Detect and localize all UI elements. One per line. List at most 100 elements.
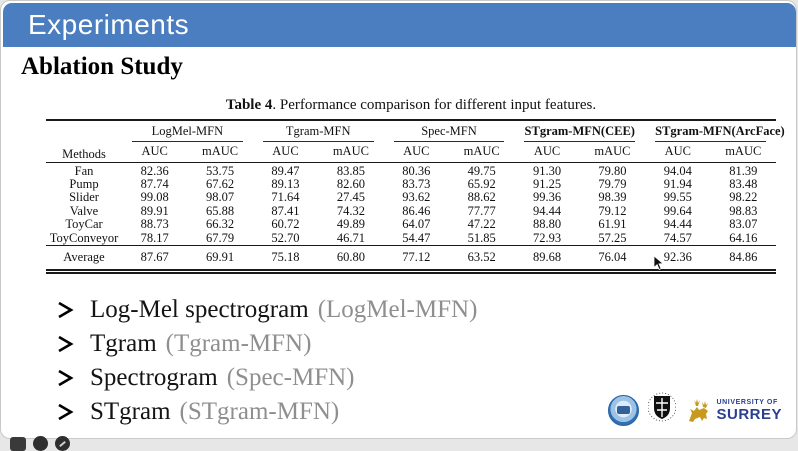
results-table: Methods LogMel-MFN Tgram-MFN Spec-MFN ST…	[46, 119, 785, 274]
method-cell: Valve	[69, 203, 99, 218]
bullet-item: Log-Mel spectrogram (LogMel-MFN)	[57, 296, 477, 324]
subheader-mauc: mAUC	[318, 142, 384, 163]
value-cell: 99.08	[140, 190, 169, 205]
value-cell: 99.36	[532, 190, 562, 205]
table-subheader-row: AUC mAUC AUC mAUC AUC mAUC AUC mAUC AUC …	[46, 142, 776, 163]
bullet-main: Log-Mel spectrogram	[90, 296, 309, 323]
table-row: Fan 82.36 53.75 89.47 83.85 80.36 49.75 91.30 79…	[46, 162, 776, 178]
player-share-icon[interactable]	[55, 436, 70, 451]
seal-inner-glyph	[617, 406, 631, 414]
bullet-item: STgram (STgram-MFN)	[57, 398, 477, 426]
value-cell: 87.41	[271, 203, 300, 218]
group-header-spec: Spec-MFN	[384, 120, 515, 142]
method-cell: ToyCar	[65, 217, 103, 232]
logo-strip: UNIVERSITY OF SURREY	[608, 392, 782, 428]
subheader-mauc: mAUC	[579, 142, 646, 163]
value-cell: 83.48	[729, 176, 758, 191]
table-caption-text: . Performance comparison for different i…	[272, 97, 597, 113]
value-cell: 74.32	[336, 203, 365, 218]
uts-shield-logo	[648, 392, 677, 428]
table-row: Slider 99.08 98.07 71.64 27.45 93.62 88.62 99.3…	[46, 190, 776, 205]
value-cell: 53.75	[206, 163, 235, 178]
table-row: ToyConveyor 78.17 67.79 52.70 46.71 54.47 51.8…	[46, 230, 776, 246]
table-body: Fan 82.36 53.75 89.47 83.85 80.36 49.75 91.30 79…	[46, 162, 776, 245]
bullet-main: Spectrogram	[90, 364, 218, 391]
value-cell: 77.77	[467, 203, 496, 218]
value-cell: 84.86	[710, 244, 776, 272]
bullet-item: Tgram (Tgram-MFN)	[57, 330, 477, 358]
value-cell: 89.68	[514, 244, 580, 272]
method-cell: Slider	[69, 190, 99, 205]
subheader-auc: AUC	[514, 142, 580, 163]
subheader-auc: AUC	[383, 142, 449, 163]
value-cell: 88.73	[140, 217, 169, 232]
bullet-list: Log-Mel spectrogram (LogMel-MFN) Tgram (…	[57, 296, 477, 432]
value-cell: 61.91	[598, 217, 627, 232]
value-cell: 83.73	[402, 176, 431, 191]
stag-icon	[689, 398, 709, 422]
table-row: ToyCar 88.73 66.32 60.72 49.89 64.07 47.22 88.8…	[46, 217, 776, 232]
table-row: Average 87.67 69.91 75.18 60.80 77.12 63.52 89.…	[46, 244, 776, 272]
subheader-auc: AUC	[645, 142, 711, 163]
value-cell: 91.25	[532, 176, 562, 191]
slide: Experiments Ablation Study Table 4. Perf…	[0, 0, 797, 439]
value-cell: 89.47	[271, 163, 300, 178]
group-header-tgram: Tgram-MFN	[253, 120, 384, 142]
value-cell: 83.85	[336, 163, 365, 178]
value-cell: 80.36	[402, 163, 431, 178]
value-cell: 91.94	[663, 176, 692, 191]
table-row: Valve 89.91 65.88 87.41 74.32 86.46 77.77 94.44…	[46, 203, 776, 218]
value-cell: 66.32	[206, 217, 235, 232]
subheader-mauc: mAUC	[448, 142, 515, 163]
subheader-mauc: mAUC	[710, 142, 776, 163]
value-cell: 79.12	[598, 203, 627, 218]
value-cell: 88.62	[467, 190, 496, 205]
player-button-icon[interactable]	[33, 436, 48, 451]
value-cell: 60.80	[318, 244, 384, 272]
value-cell: 72.93	[532, 230, 562, 245]
table-caption-label: Table 4	[225, 97, 273, 113]
value-cell: 54.47	[402, 230, 431, 245]
value-cell: 67.79	[206, 230, 235, 245]
value-cell: 91.30	[532, 163, 562, 178]
value-cell: 60.72	[271, 217, 300, 232]
arrow-bullet-icon	[57, 368, 74, 388]
value-cell: 67.62	[206, 176, 235, 191]
group-header-logmel: LogMel-MFN	[122, 120, 253, 142]
value-cell: 99.64	[663, 203, 692, 218]
player-controls	[10, 436, 70, 451]
value-cell: 51.85	[467, 230, 496, 245]
value-cell: 79.79	[598, 176, 627, 191]
value-cell: 49.75	[467, 163, 496, 178]
value-cell: 57.25	[598, 230, 627, 245]
table-caption: Table 4. Performance comparison for diff…	[46, 97, 776, 114]
value-cell: 94.04	[663, 163, 692, 178]
value-cell: 77.12	[383, 244, 449, 272]
bullet-paren: (Spec-MFN)	[226, 364, 355, 391]
value-cell: 83.07	[729, 217, 758, 232]
bullet-main: STgram	[90, 398, 171, 425]
slide-title: Experiments	[28, 9, 190, 40]
method-cell: Pump	[69, 176, 99, 191]
value-cell: 87.67	[122, 244, 188, 272]
method-cell: ToyConveyor	[49, 230, 119, 245]
value-cell: 47.22	[467, 217, 496, 232]
mouse-cursor-icon	[653, 255, 665, 276]
group-header-stgram-cee: STgram-MFN(CEE)	[514, 120, 645, 142]
bullet-main: Tgram	[90, 330, 157, 357]
arrow-bullet-icon	[57, 402, 74, 422]
surrey-logo: UNIVERSITY OF SURREY	[685, 397, 782, 424]
table-row: Pump 87.74 67.62 89.13 82.60 83.73 65.92 91.25 7…	[46, 176, 776, 191]
value-cell: 94.44	[663, 217, 692, 232]
value-cell: 88.80	[532, 217, 562, 232]
section-title: Ablation Study	[21, 53, 183, 80]
surrey-line1: UNIVERSITY OF	[716, 398, 778, 406]
university-seal-logo	[608, 394, 640, 426]
value-cell: 74.57	[663, 230, 692, 245]
value-cell: 71.64	[271, 190, 300, 205]
value-cell: 64.07	[402, 217, 431, 232]
value-cell: 94.44	[532, 203, 562, 218]
table-group-header-row: Methods LogMel-MFN Tgram-MFN Spec-MFN ST…	[46, 120, 785, 163]
arrow-bullet-icon	[57, 334, 74, 354]
player-badge-icon[interactable]	[10, 436, 26, 451]
